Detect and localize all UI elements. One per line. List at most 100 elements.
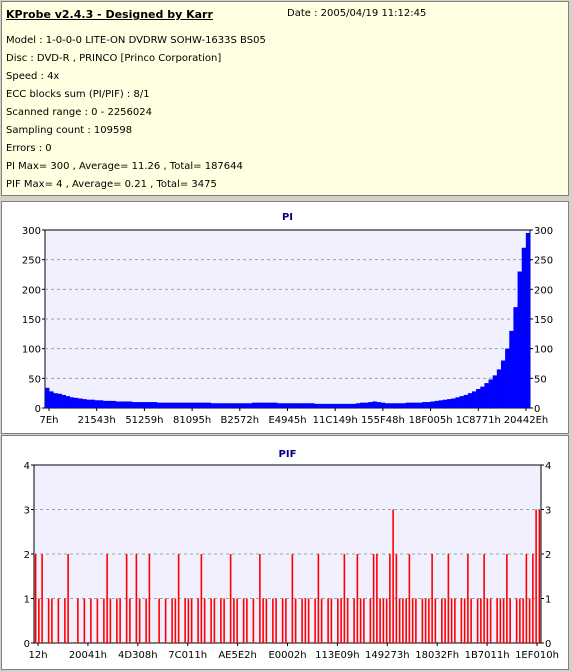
x-tick-label: 149273h bbox=[365, 650, 410, 661]
pi-bar bbox=[181, 402, 187, 408]
pif-chart: PIF 0 0 1 1 2 2 3 3 4 4 12h 20041h 4D308h 7C011h AE5E2h… bbox=[24, 449, 559, 661]
x-tick-label: 7C011h bbox=[168, 650, 207, 661]
pi-bar bbox=[389, 403, 394, 408]
pi-bar bbox=[480, 386, 485, 408]
pi-bar bbox=[310, 403, 315, 408]
pi-bar bbox=[525, 232, 531, 408]
x-tick-label: 11C149h bbox=[313, 415, 358, 426]
pi-bar bbox=[152, 402, 158, 408]
pi-bar bbox=[98, 400, 104, 408]
x-tick-label: 4D308h bbox=[118, 650, 158, 661]
pi-bar bbox=[260, 402, 266, 408]
pi-bar bbox=[248, 403, 253, 408]
pi-bar bbox=[285, 403, 290, 408]
pi-bar bbox=[430, 401, 435, 408]
pi-bar bbox=[405, 402, 411, 408]
x-tick-label: E4945h bbox=[268, 415, 306, 426]
pi-bar bbox=[513, 307, 518, 408]
pi-bar bbox=[252, 402, 257, 408]
pi-bar bbox=[393, 403, 398, 408]
pi-bar bbox=[194, 402, 199, 408]
pi-bar bbox=[372, 401, 377, 408]
pi-bar bbox=[107, 400, 112, 408]
pi-bar bbox=[368, 402, 373, 408]
pi-bar bbox=[45, 387, 50, 408]
pi-bar bbox=[409, 402, 415, 408]
pi-bar bbox=[169, 402, 174, 408]
y-tick-label-left: 2 bbox=[24, 550, 30, 561]
pi-bar bbox=[123, 401, 129, 408]
pi-bar bbox=[434, 400, 440, 408]
pi-bar bbox=[351, 403, 357, 408]
pi-bar bbox=[306, 403, 311, 408]
pi-bar bbox=[206, 402, 212, 408]
y-tick-label-left: 100 bbox=[22, 345, 41, 356]
pi-bar bbox=[132, 402, 137, 408]
y-tick-label-right: 0 bbox=[534, 404, 540, 415]
pi-bar bbox=[61, 394, 67, 408]
pi-bar bbox=[57, 393, 62, 408]
x-tick-label: 51259h bbox=[125, 415, 163, 426]
pi-chart: PI 0 0 50 50 100 100 150 150 200 200 250 250 300 300 7E… bbox=[22, 212, 553, 426]
info-line-pif-summary: PIF Max= 4 , Average= 0.21 , Total= 3475 bbox=[6, 179, 217, 190]
pi-bar bbox=[202, 402, 207, 408]
pi-bar bbox=[90, 399, 96, 408]
info-line-pi-summary: PI Max= 300 , Average= 11.26 , Total= 18… bbox=[6, 161, 243, 172]
pi-bar bbox=[384, 403, 390, 408]
pi-bar bbox=[227, 403, 232, 408]
info-panel: KProbe v2.4.3 - Designed by Karr Date : … bbox=[1, 1, 569, 196]
pi-bar bbox=[509, 330, 514, 408]
pi-bar bbox=[496, 369, 502, 408]
y-tick-label-right: 200 bbox=[534, 285, 553, 296]
info-line-ecc: ECC blocks sum (PI/PIF) : 8/1 bbox=[6, 89, 150, 100]
pi-bar bbox=[302, 403, 307, 408]
pi-bar bbox=[505, 348, 510, 408]
y-tick-label-left: 50 bbox=[28, 374, 41, 385]
y-tick-label-left: 4 bbox=[24, 461, 30, 472]
pi-bar bbox=[360, 402, 365, 408]
pi-bar bbox=[119, 401, 125, 408]
y-tick-label-right: 3 bbox=[545, 506, 551, 517]
pi-bar bbox=[65, 396, 71, 408]
x-tick-label: 20041h bbox=[69, 650, 107, 661]
y-tick-label-left: 250 bbox=[22, 256, 41, 267]
pi-bar bbox=[190, 402, 195, 408]
pi-bar bbox=[115, 401, 120, 408]
pi-bar bbox=[49, 391, 54, 408]
y-tick-label-left: 150 bbox=[22, 315, 41, 326]
pi-bar bbox=[235, 403, 241, 408]
pi-bar bbox=[476, 389, 481, 408]
x-tick-label: 113E09h bbox=[315, 650, 359, 661]
pi-bar bbox=[339, 403, 344, 408]
pi-bar bbox=[198, 402, 203, 408]
info-line-model: Model : 1-0-0-0 LITE-ON DVDRW SOHW-1633S… bbox=[6, 35, 266, 46]
pi-bar bbox=[210, 403, 216, 408]
pi-bar bbox=[471, 391, 477, 408]
pi-bar bbox=[347, 403, 353, 408]
pi-bar bbox=[426, 402, 431, 408]
pi-bar bbox=[281, 403, 286, 408]
y-tick-label-left: 0 bbox=[24, 639, 30, 650]
pi-bar bbox=[231, 403, 236, 408]
pi-bar bbox=[272, 402, 278, 408]
pi-bar bbox=[219, 403, 224, 408]
pi-bar bbox=[214, 403, 220, 408]
pi-bar bbox=[223, 403, 228, 408]
pi-bar bbox=[380, 402, 386, 408]
pi-bar bbox=[69, 397, 75, 408]
x-tick-label: 18F005h bbox=[409, 415, 453, 426]
pi-bar bbox=[418, 402, 423, 408]
x-tick-label: 12h bbox=[28, 650, 47, 661]
pi-bar bbox=[413, 402, 419, 408]
pi-bar bbox=[82, 399, 87, 408]
pi-bar bbox=[127, 401, 133, 408]
y-tick-label-left: 3 bbox=[24, 506, 30, 517]
pi-bar bbox=[185, 402, 191, 408]
y-tick-label-left: 200 bbox=[22, 285, 41, 296]
pi-bar bbox=[422, 402, 427, 408]
pi-bar bbox=[492, 375, 498, 408]
pi-bar bbox=[293, 403, 299, 408]
pi-bar bbox=[318, 403, 324, 408]
pi-bar bbox=[438, 400, 444, 408]
pi-bar bbox=[335, 403, 340, 408]
